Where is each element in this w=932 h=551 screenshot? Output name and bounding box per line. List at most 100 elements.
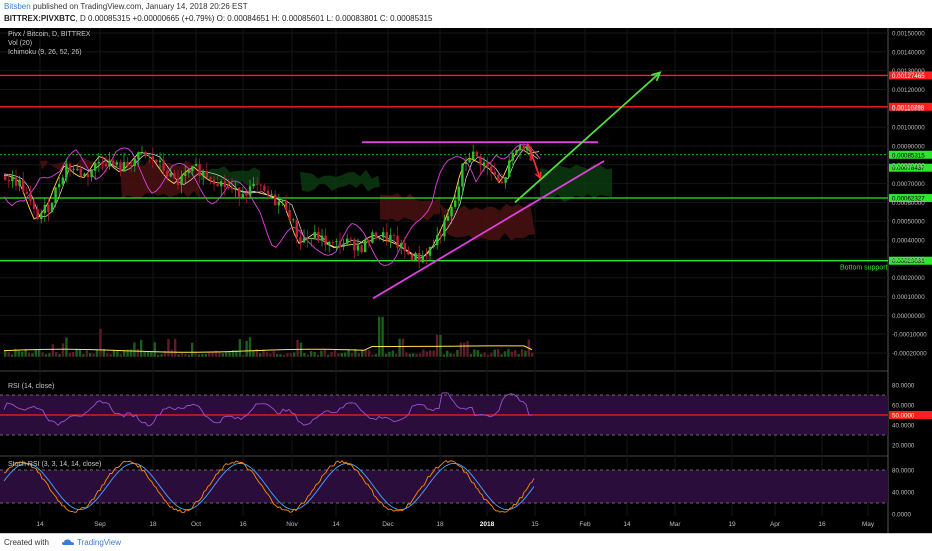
legend-pair[interactable]: Pivx / Bitcoin, D, BITTREX [8, 31, 91, 38]
candle-body [166, 170, 169, 177]
volume-bar [109, 354, 112, 357]
volume-bar [422, 349, 425, 357]
candle-body [450, 206, 453, 217]
volume-bar [82, 354, 85, 357]
candle-body [364, 240, 367, 253]
volume-bar [214, 350, 218, 357]
volume-bar [112, 350, 116, 357]
horizontal-levels: Bottom support 0.00127465 0.00110798 0.0008… [0, 71, 932, 272]
arrowhead-down-icon [534, 171, 542, 180]
candle-body [367, 240, 370, 243]
candle-body [457, 186, 460, 201]
time-tick-label: 16 [818, 521, 826, 528]
volume-bar [265, 352, 269, 357]
volume-bar [24, 349, 27, 357]
volume-bar [456, 349, 459, 357]
last-price: 0.00085315 [88, 14, 131, 23]
candle-body [396, 235, 399, 248]
volume-bar [493, 349, 496, 357]
cloud-icon [62, 539, 74, 546]
volume-bar [44, 354, 48, 357]
volume-bar [286, 353, 289, 357]
candle-body [407, 251, 410, 255]
candle-body [130, 165, 133, 167]
volume-bar [259, 353, 262, 357]
volume-bar [65, 337, 68, 357]
candle-body [94, 163, 97, 171]
volume-bar [418, 353, 422, 357]
legend-volume[interactable]: Vol (20) [8, 40, 33, 47]
candle-body [403, 243, 406, 252]
volume-bar [27, 352, 31, 357]
volume-bar [191, 342, 194, 357]
candle-body [389, 234, 392, 241]
volume-bar [463, 342, 466, 357]
candle-body [490, 166, 493, 172]
price-tick-label: 0.00100000 [892, 125, 925, 132]
candle-body [187, 171, 190, 173]
candle-body [4, 176, 7, 180]
price-label-bg [889, 102, 932, 111]
volume-bar [78, 349, 82, 357]
legend-ichimoku[interactable]: Ichimoku (9, 26, 52, 26) [8, 49, 82, 56]
volume-bar [510, 351, 513, 357]
candle-body [169, 173, 172, 177]
price-tick-label: -0.00020000 [892, 351, 927, 358]
candle-body [184, 172, 187, 176]
interval: D [80, 14, 86, 23]
candle-body [18, 179, 21, 186]
volume-bar [459, 342, 462, 357]
candle-body [378, 237, 381, 239]
candle-body [331, 241, 334, 243]
candle-body [191, 165, 194, 172]
author-link[interactable]: Bitsben [4, 2, 31, 11]
candle-body [522, 145, 525, 151]
candle-body [518, 145, 522, 151]
volume-bar [303, 352, 306, 357]
volume-bar [408, 353, 411, 357]
price-tick-label: 0.00070000 [892, 181, 925, 188]
candle-body [464, 162, 468, 164]
close-value: C: 0.00085315 [379, 14, 433, 23]
candle-body [230, 187, 234, 190]
candle-body [68, 163, 72, 170]
candle-body [133, 159, 136, 166]
volume-bar [51, 344, 54, 357]
price-tick-label: 0.00030000 [892, 256, 925, 263]
candle-body [511, 152, 514, 161]
candle-body [472, 151, 475, 160]
rsi-tick-label: 40.0000 [892, 423, 915, 430]
volume-bar [276, 354, 279, 357]
volume-bar [218, 351, 221, 357]
time-tick-label: Oct [191, 521, 201, 528]
price-change: +0.00000665 (+0.79%) [132, 14, 215, 23]
time-tick-label: Feb [579, 521, 591, 528]
rsi-tick-label: 20.0000 [892, 443, 915, 450]
price-tick-label: 0.00000000 [892, 313, 925, 320]
price-tick-label: 0.00080000 [892, 162, 925, 169]
tradingview-brand[interactable]: TradingView [62, 538, 121, 547]
volume-bar [289, 353, 292, 357]
volume-bar [245, 340, 248, 357]
legend-stoch-rsi[interactable]: Stoch RSI (3, 3, 14, 14, close) [8, 461, 102, 468]
chart-canvas[interactable]: Bottom support 0.00127465 0.00110798 0.0008… [0, 28, 932, 533]
publish-header: Bitsben published on TradingView.com, Ja… [0, 0, 932, 29]
price-tick-label: 0.00020000 [892, 275, 925, 282]
volume-bar [507, 349, 510, 357]
ohlc-line: BITTREX:PIVXBTC, D 0.00085315 +0.0000066… [4, 14, 433, 23]
volume-bar [452, 354, 456, 357]
volume-bar [4, 350, 7, 357]
candle-body [112, 160, 115, 165]
time-tick-label: Apr [770, 521, 781, 528]
candle-body [108, 160, 111, 167]
stoch-tick-label: 0.0000 [892, 512, 911, 519]
volume-bar [21, 351, 24, 357]
legend-rsi[interactable]: RSI (14, close) [8, 383, 55, 390]
drawings[interactable] [362, 71, 662, 300]
volume-bar [316, 354, 320, 357]
volume-bar [272, 351, 275, 357]
candle-body [335, 241, 338, 243]
volume-bar [58, 354, 61, 357]
volume-bar [388, 351, 391, 357]
volume-bar [123, 350, 126, 357]
